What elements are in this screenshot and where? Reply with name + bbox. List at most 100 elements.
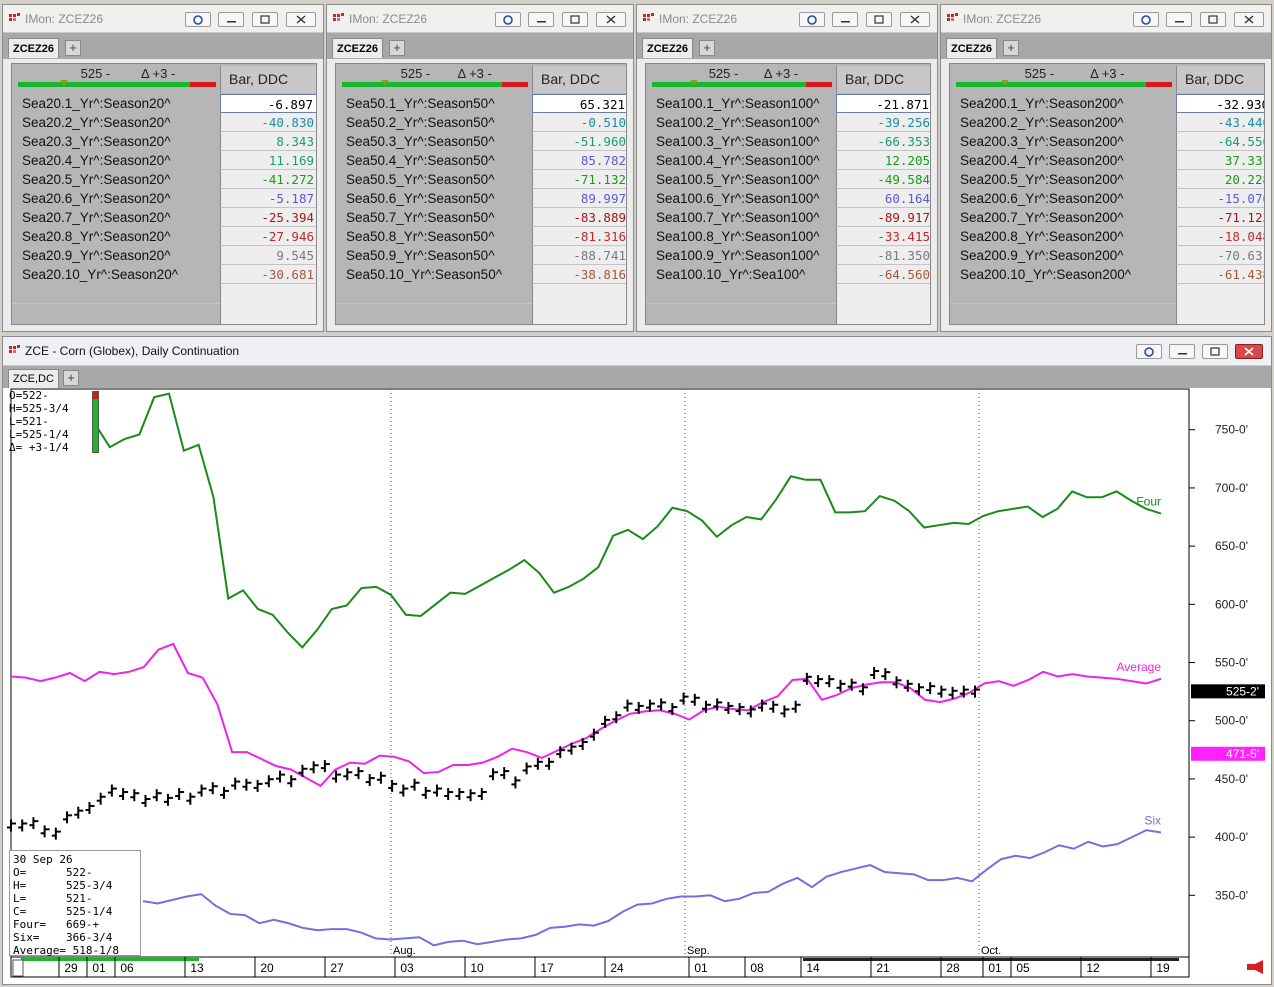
add-tab-button[interactable]: + [389,40,405,56]
minimize-button[interactable] [218,12,244,27]
minimize-button[interactable] [528,12,554,27]
add-tab-button[interactable]: + [63,370,79,386]
add-tab-button[interactable]: + [699,40,715,56]
column-header[interactable]: Bar, DDC [532,66,626,93]
link-icon [503,15,513,25]
row-value: -49.584 [836,170,930,189]
table-row[interactable]: Sea100.4_Yr^:Season100^ 12.205 [646,151,930,170]
table-row[interactable]: Sea100.9_Yr^:Season100^ -81.350 [646,246,930,265]
table-row[interactable]: Sea100.7_Yr^:Season100^ -89.917 [646,208,930,227]
minimize-button[interactable] [1166,12,1192,27]
maximize-button[interactable] [562,12,588,27]
link-button[interactable] [799,12,825,27]
minimize-icon [537,21,546,23]
column-header[interactable]: Bar, DDC [836,66,930,93]
monitor-title: IMon: ZCEZ26 [659,12,738,26]
column-header[interactable]: Bar, DDC [220,66,316,93]
column-header[interactable]: Bar, DDC [1176,66,1264,93]
table-row[interactable]: Sea200.8_Yr^:Season200^ -18.048 [950,227,1264,246]
table-row[interactable]: Sea200.10_Yr^:Season200^ -61.438 [950,265,1264,284]
table-row[interactable]: Sea50.10_Yr^:Season50^ -38.816 [336,265,626,284]
x-tick-label: 28 [946,961,960,975]
table-row[interactable]: Sea20.10_Yr^:Season20^ -30.681 [12,265,316,284]
table-row[interactable]: Sea200.4_Yr^:Season200^ 37.337 [950,151,1264,170]
table-row[interactable]: Sea200.9_Yr^:Season200^ -70.631 [950,246,1264,265]
table-row[interactable]: Sea20.7_Yr^:Season20^ -25.394 [12,208,316,227]
table-row[interactable]: Sea200.6_Yr^:Season200^ -15.076 [950,189,1264,208]
table-row[interactable]: Sea100.10_Yr^:Sea100^ -64.560 [646,265,930,284]
table-row[interactable]: Sea200.1_Yr^:Season200^ -32.930 [950,94,1264,113]
table-row[interactable]: Sea20.3_Yr^:Season20^ 8.343 [12,132,316,151]
close-button[interactable] [1234,12,1264,27]
table-row[interactable]: Sea100.5_Yr^:Season100^ -49.584 [646,170,930,189]
minimize-icon [1178,353,1187,355]
close-button[interactable] [1235,344,1263,359]
row-symbol: Sea200.4_Yr^:Season200^ [960,153,1124,168]
y-tick-label: 450-0' [1215,772,1248,786]
close-button[interactable] [900,12,930,27]
tab-symbol[interactable]: ZCEZ26 [642,38,693,58]
row-symbol: Sea20.10_Yr^:Season20^ [22,267,179,282]
table-row[interactable]: Sea200.3_Yr^:Season200^ -64.556 [950,132,1264,151]
row-value: -89.917 [836,208,930,227]
tab-symbol[interactable]: ZCEZ26 [332,38,383,58]
maximize-button[interactable] [1202,344,1228,359]
link-button[interactable] [185,12,211,27]
table-row[interactable]: Sea100.3_Yr^:Season100^ -66.353 [646,132,930,151]
table-row[interactable]: Sea50.4_Yr^:Season50^ 85.782 [336,151,626,170]
table-row[interactable]: Sea20.1_Yr^:Season20^ -6.897 [12,94,316,113]
row-value: -61.438 [1176,265,1264,284]
close-button[interactable] [596,12,626,27]
table-row[interactable]: Sea100.8_Yr^:Season100^ -33.415 [646,227,930,246]
table-row[interactable]: Sea20.2_Yr^:Season20^ -40.830 [12,113,316,132]
table-row[interactable]: Sea200.5_Yr^:Season200^ 20.228 [950,170,1264,189]
table-row[interactable]: Sea20.9_Yr^:Season20^ 9.545 [12,246,316,265]
maximize-button[interactable] [252,12,278,27]
link-icon [807,15,817,25]
row-value: -81.316 [532,227,626,246]
table-row[interactable]: Sea50.8_Yr^:Season50^ -81.316 [336,227,626,246]
row-value: -33.415 [836,227,930,246]
table-row[interactable]: Sea200.7_Yr^:Season200^ -71.123 [950,208,1264,227]
scroll-right-arrow-icon[interactable] [1247,960,1263,974]
table-row[interactable]: Sea20.5_Yr^:Season20^ -41.272 [12,170,316,189]
y-tick-label: 400-0' [1215,830,1248,844]
row-symbol: Sea100.3_Yr^:Season100^ [656,134,820,149]
table-row[interactable]: Sea100.1_Yr^:Season100^ -21.871 [646,94,930,113]
link-button[interactable] [1133,12,1159,27]
table-row[interactable]: Sea100.6_Yr^:Season100^ 60.164 [646,189,930,208]
link-button[interactable] [495,12,521,27]
minimize-icon [841,21,850,23]
monitor-grid: 525 -Δ +3 - Bar, DDC Sea100.1_Yr^:Season10… [645,63,931,325]
series-average-line [10,642,1162,788]
tab-chart[interactable]: ZCE,DC [8,369,59,388]
row-value: -81.350 [836,246,930,265]
minimize-button[interactable] [1169,344,1195,359]
y-tick-label: 650-0' [1215,539,1248,553]
minimize-button[interactable] [832,12,858,27]
add-tab-button[interactable]: + [1003,40,1019,56]
table-row[interactable]: Sea50.6_Yr^:Season50^ 89.997 [336,189,626,208]
table-row[interactable]: Sea20.8_Yr^:Season20^ -27.946 [12,227,316,246]
link-icon [1141,15,1151,25]
maximize-button[interactable] [866,12,892,27]
tab-symbol[interactable]: ZCEZ26 [946,38,997,58]
table-row[interactable]: Sea200.2_Yr^:Season200^ -43.446 [950,113,1264,132]
maximize-button[interactable] [1200,12,1226,27]
add-tab-button[interactable]: + [65,40,81,56]
price-chart[interactable]: Aug. Sep. Oct. 29 01 06 13 20 27 03 10 17 24 01 08 14 21… [3,337,1271,984]
close-button[interactable] [286,12,316,27]
tab-symbol[interactable]: ZCEZ26 [8,38,59,58]
table-row[interactable]: Sea50.1_Yr^:Season50^ 65.321 [336,94,626,113]
table-row[interactable]: Sea20.6_Yr^:Season20^ -5.187 [12,189,316,208]
table-row[interactable]: Sea50.2_Yr^:Season50^ -0.510 [336,113,626,132]
table-row[interactable]: Sea50.7_Yr^:Season50^ -83.889 [336,208,626,227]
link-button[interactable] [1136,344,1162,359]
table-row[interactable]: Sea20.4_Yr^:Season20^ 11.169 [12,151,316,170]
table-row[interactable]: Sea50.9_Yr^:Season50^ -88.741 [336,246,626,265]
table-row[interactable]: Sea50.5_Yr^:Season50^ -71.132 [336,170,626,189]
x-tick-label: 08 [750,961,764,975]
table-row[interactable]: Sea100.2_Yr^:Season100^ -39.256 [646,113,930,132]
monitor-window-4: IMon: ZCEZ26 ZCEZ26 +525 -Δ +3 - Bar, DDC Se… [940,4,1272,332]
table-row[interactable]: Sea50.3_Yr^:Season50^ -51.960 [336,132,626,151]
